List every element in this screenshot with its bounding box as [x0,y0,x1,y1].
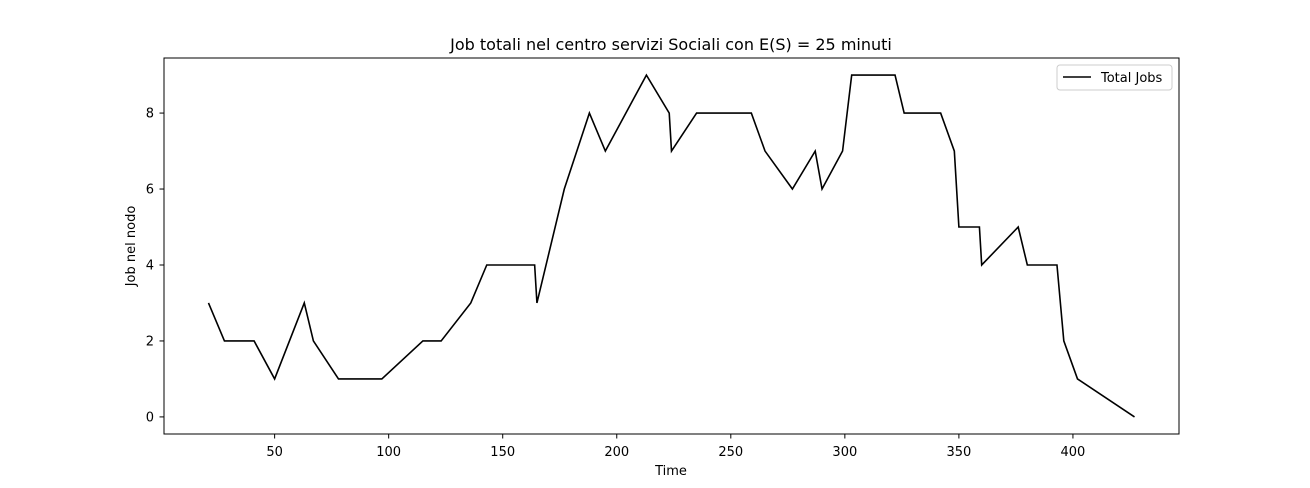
y-axis-label: Job nel nodo [124,206,139,288]
x-axis-ticks: 50 100 150 200 250 300 350 400 [266,434,1085,460]
x-tick-label: 50 [266,445,283,460]
x-tick-label: 400 [1061,445,1086,460]
chart-title: Job totali nel centro servizi Sociali co… [449,35,892,54]
x-tick-label: 350 [946,445,971,460]
x-tick-label: 100 [376,445,401,460]
x-tick-label: 150 [490,445,515,460]
y-tick-label: 4 [146,258,154,273]
axes-frame [163,57,1180,435]
x-axis-label: Time [654,464,687,479]
series-line-total-jobs [207,73,1135,418]
plot-area: 50 100 150 200 250 300 350 400 0 2 4 6 8 [146,57,1180,460]
legend-label-total-jobs: Total Jobs [1100,71,1163,86]
y-tick-label: 0 [146,410,154,425]
y-axis-ticks: 0 2 4 6 8 [146,107,164,425]
x-tick-label: 300 [832,445,857,460]
y-tick-label: 8 [146,107,154,122]
x-tick-label: 250 [718,445,743,460]
y-tick-label: 6 [146,183,154,198]
y-tick-label: 2 [146,334,154,349]
x-tick-label: 200 [604,445,629,460]
legend: Total Jobs [1056,64,1173,91]
legend-box [1056,64,1173,91]
series-layer [207,73,1135,418]
